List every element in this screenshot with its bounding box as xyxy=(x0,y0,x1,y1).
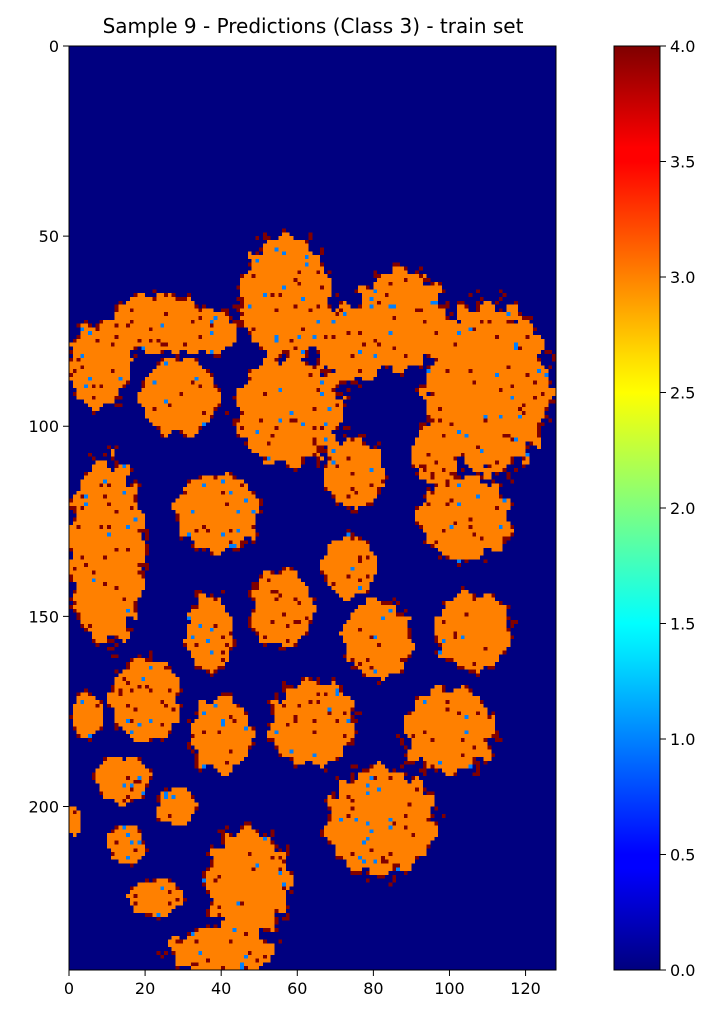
y-tick-label: 200 xyxy=(28,797,59,816)
y-tick-label: 50 xyxy=(39,227,59,246)
colorbar-tick-label: 1.0 xyxy=(670,730,695,749)
chart-title: Sample 9 - Predictions (Class 3) - train… xyxy=(103,14,524,38)
colorbar-tick-label: 4.0 xyxy=(670,37,695,56)
x-tick-label: 60 xyxy=(287,979,307,998)
plot-frame xyxy=(68,45,557,971)
y-tick-label: 150 xyxy=(28,607,59,626)
x-tick-label: 20 xyxy=(135,979,155,998)
x-tick-label: 80 xyxy=(363,979,383,998)
colorbar-tick-label: 0.5 xyxy=(670,846,695,865)
colorbar-gradient xyxy=(613,45,661,971)
colorbar-tick-label: 2.5 xyxy=(670,384,695,403)
colorbar-tick-label: 3.5 xyxy=(670,153,695,172)
colorbar: 0.0 0.5 1.0 1.5 2.0 2.5 3.0 3.5 4.0 xyxy=(613,37,695,980)
x-tick-label: 120 xyxy=(510,979,541,998)
heatmap-plot-area xyxy=(68,45,557,971)
colorbar-tick-label: 1.5 xyxy=(670,615,695,634)
colorbar-tick-label: 3.0 xyxy=(670,268,695,287)
x-tick-label: 100 xyxy=(434,979,465,998)
colorbar-tick-label: 0.0 xyxy=(670,961,695,980)
x-tick-label: 0 xyxy=(64,979,74,998)
y-tick-label: 0 xyxy=(49,37,59,56)
y-tick-label: 100 xyxy=(28,417,59,436)
colorbar-tick-label: 2.0 xyxy=(670,499,695,518)
x-tick-label: 40 xyxy=(211,979,231,998)
heatmap-image xyxy=(69,46,556,970)
y-axis: 0 50 100 150 200 xyxy=(28,37,69,816)
x-axis: 0 20 40 60 80 100 120 xyxy=(64,970,541,998)
